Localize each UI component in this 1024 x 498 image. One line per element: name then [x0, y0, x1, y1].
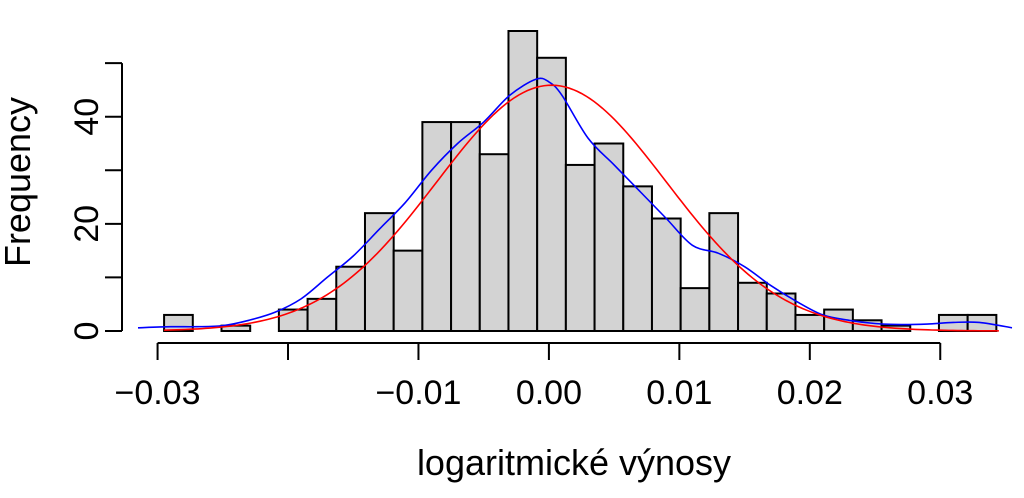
- y-tick-label: 0: [68, 322, 106, 341]
- histogram-bar: [335, 265, 366, 332]
- histogram-bar: [277, 308, 309, 333]
- x-tick-label: 0.00: [516, 374, 582, 412]
- histogram-bar: [593, 142, 625, 332]
- histogram-bar: [622, 185, 653, 332]
- histogram-bar: [765, 292, 797, 332]
- x-tick-label: −0.03: [115, 374, 201, 412]
- x-tick-label: 0.02: [777, 374, 843, 412]
- x-tick-label: 0.01: [646, 374, 712, 412]
- histogram-bars: [163, 30, 998, 333]
- histogram-bar: [507, 30, 539, 332]
- x-tick-label: −0.01: [375, 374, 461, 412]
- histogram-bar: [679, 287, 711, 333]
- kernel-density-line: [137, 77, 1013, 329]
- x-axis: −0.03 −0.01 0.00 0.01 0.02 0.03: [115, 342, 973, 412]
- normal-density-line: [164, 84, 999, 332]
- histogram-bar: [478, 153, 510, 332]
- y-tick-label: 40: [68, 98, 106, 136]
- histogram-bar: [794, 313, 826, 332]
- histogram-bar: [306, 297, 338, 332]
- histogram-bar: [708, 212, 740, 332]
- y-tick-label: 20: [68, 205, 106, 243]
- histogram-bar: [450, 121, 481, 332]
- histogram-bar: [536, 56, 567, 332]
- y-axis: 0 20 40: [68, 62, 123, 341]
- density-curves: [137, 77, 1013, 332]
- histogram-bar: [363, 212, 395, 332]
- histogram-bar: [737, 281, 768, 333]
- y-axis-title: Frequency: [0, 97, 38, 267]
- histogram-bar: [650, 217, 682, 332]
- histogram-bar: [392, 249, 424, 332]
- x-tick-label: 0.03: [907, 374, 973, 412]
- histogram-bar: [564, 163, 596, 332]
- x-axis-title: logaritmické výnosy: [417, 442, 731, 483]
